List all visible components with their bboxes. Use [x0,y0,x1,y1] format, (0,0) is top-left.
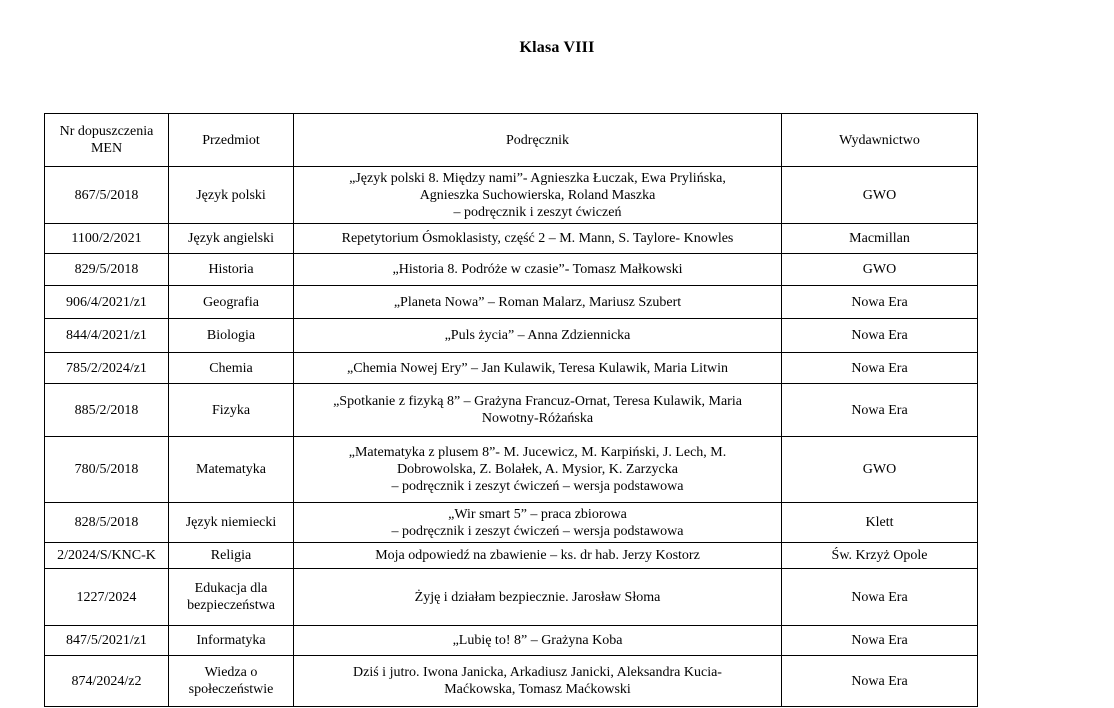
cell-men-number: 785/2/2024/z1 [44,352,169,384]
cell-subject: Biologia [168,318,294,353]
cell-subject: Wiedza o społeczeństwie [168,655,294,707]
cell-men-number: 2/2024/S/KNC-K [44,542,169,569]
table-row: 785/2/2024/z1 Chemia „Chemia Nowej Ery” – … [44,352,978,384]
cell-publisher: Nowa Era [781,625,978,656]
cell-men-number: 828/5/2018 [44,502,169,543]
cell-subject: Edukacja dla bezpieczeństwa [168,568,294,626]
cell-men-number: 885/2/2018 [44,383,169,437]
table-row: 829/5/2018 Historia „Historia 8. Podróże w… [44,253,978,286]
column-header-publisher: Wydawnictwo [781,113,978,167]
table-row: 874/2024/z2 Wiedza o społeczeństwie Dziś i… [44,655,978,707]
cell-subject: Informatyka [168,625,294,656]
table-row: 1100/2/2021 Język angielski Repetytorium Ó… [44,223,978,254]
table-row: 828/5/2018 Język niemiecki „Wir smart 5” –… [44,502,978,543]
cell-men-number: 906/4/2021/z1 [44,285,169,319]
column-header-men-number: Nr dopuszczenia MEN [44,113,169,167]
cell-textbook: „Język polski 8. Między nami”- Agnieszka… [293,166,782,224]
cell-publisher: Nowa Era [781,568,978,626]
table-row: 885/2/2018 Fizyka „Spotkanie z fizyką 8” –… [44,383,978,437]
cell-textbook: „Planeta Nowa” – Roman Malarz, Mariusz S… [293,285,782,319]
cell-publisher: GWO [781,436,978,503]
table-body: 867/5/2018 Język polski „Język polski 8. M… [44,166,978,707]
cell-textbook: „Puls życia” – Anna Zdziennicka [293,318,782,353]
table-row: 906/4/2021/z1 Geografia „Planeta Nowa” – R… [44,285,978,319]
page-title: Klasa VIII [519,39,595,56]
table-row: 844/4/2021/z1 Biologia „Puls życia” – Anna… [44,318,978,353]
table-row: 847/5/2021/z1 Informatyka „Lubię to! 8” – … [44,625,978,656]
cell-textbook: „Historia 8. Podróże w czasie”- Tomasz M… [293,253,782,286]
cell-textbook: Żyję i działam bezpiecznie. Jarosław Sło… [293,568,782,626]
cell-textbook: „Spotkanie z fizyką 8” – Grażyna Francuz… [293,383,782,437]
cell-subject: Religia [168,542,294,569]
cell-publisher: Klett [781,502,978,543]
column-header-textbook: Podręcznik [293,113,782,167]
cell-subject: Chemia [168,352,294,384]
table-row: 1227/2024 Edukacja dla bezpieczeństwa Żyję… [44,568,978,626]
table-header: Nr dopuszczenia MEN Przedmiot Podręcznik… [44,113,978,167]
cell-textbook: Dziś i jutro. Iwona Janicka, Arkadiusz J… [293,655,782,707]
cell-publisher: Nowa Era [781,383,978,437]
cell-men-number: 1100/2/2021 [44,223,169,254]
cell-subject: Język polski [168,166,294,224]
cell-textbook: „Lubię to! 8” – Grażyna Koba [293,625,782,656]
cell-subject: Język angielski [168,223,294,254]
cell-subject: Historia [168,253,294,286]
cell-publisher: GWO [781,253,978,286]
table-row: 2/2024/S/KNC-K Religia Moja odpowiedź na z… [44,542,978,569]
cell-subject: Geografia [168,285,294,319]
cell-textbook: Moja odpowiedź na zbawienie – ks. dr hab… [293,542,782,569]
cell-textbook: „Matematyka z plusem 8”- M. Jucewicz, M.… [293,436,782,503]
cell-subject: Język niemiecki [168,502,294,543]
cell-publisher: Św. Krzyż Opole [781,542,978,569]
textbook-table: Nr dopuszczenia MEN Przedmiot Podręcznik… [44,113,978,707]
cell-publisher: GWO [781,166,978,224]
cell-publisher: Nowa Era [781,285,978,319]
cell-textbook: Repetytorium Ósmoklasisty, część 2 – M. … [293,223,782,254]
cell-publisher: Nowa Era [781,655,978,707]
cell-publisher: Nowa Era [781,318,978,353]
cell-men-number: 780/5/2018 [44,436,169,503]
header-row: Nr dopuszczenia MEN Przedmiot Podręcznik… [44,113,978,167]
cell-men-number: 844/4/2021/z1 [44,318,169,353]
cell-subject: Matematyka [168,436,294,503]
cell-men-number: 867/5/2018 [44,166,169,224]
cell-men-number: 847/5/2021/z1 [44,625,169,656]
cell-publisher: Macmillan [781,223,978,254]
cell-subject: Fizyka [168,383,294,437]
cell-textbook: „Wir smart 5” – praca zbiorowa – podręcz… [293,502,782,543]
cell-men-number: 829/5/2018 [44,253,169,286]
column-header-subject: Przedmiot [168,113,294,167]
table-row: 780/5/2018 Matematyka „Matematyka z plusem… [44,436,978,503]
cell-textbook: „Chemia Nowej Ery” – Jan Kulawik, Teresa… [293,352,782,384]
cell-men-number: 1227/2024 [44,568,169,626]
table-row: 867/5/2018 Język polski „Język polski 8. M… [44,166,978,224]
cell-publisher: Nowa Era [781,352,978,384]
cell-men-number: 874/2024/z2 [44,655,169,707]
